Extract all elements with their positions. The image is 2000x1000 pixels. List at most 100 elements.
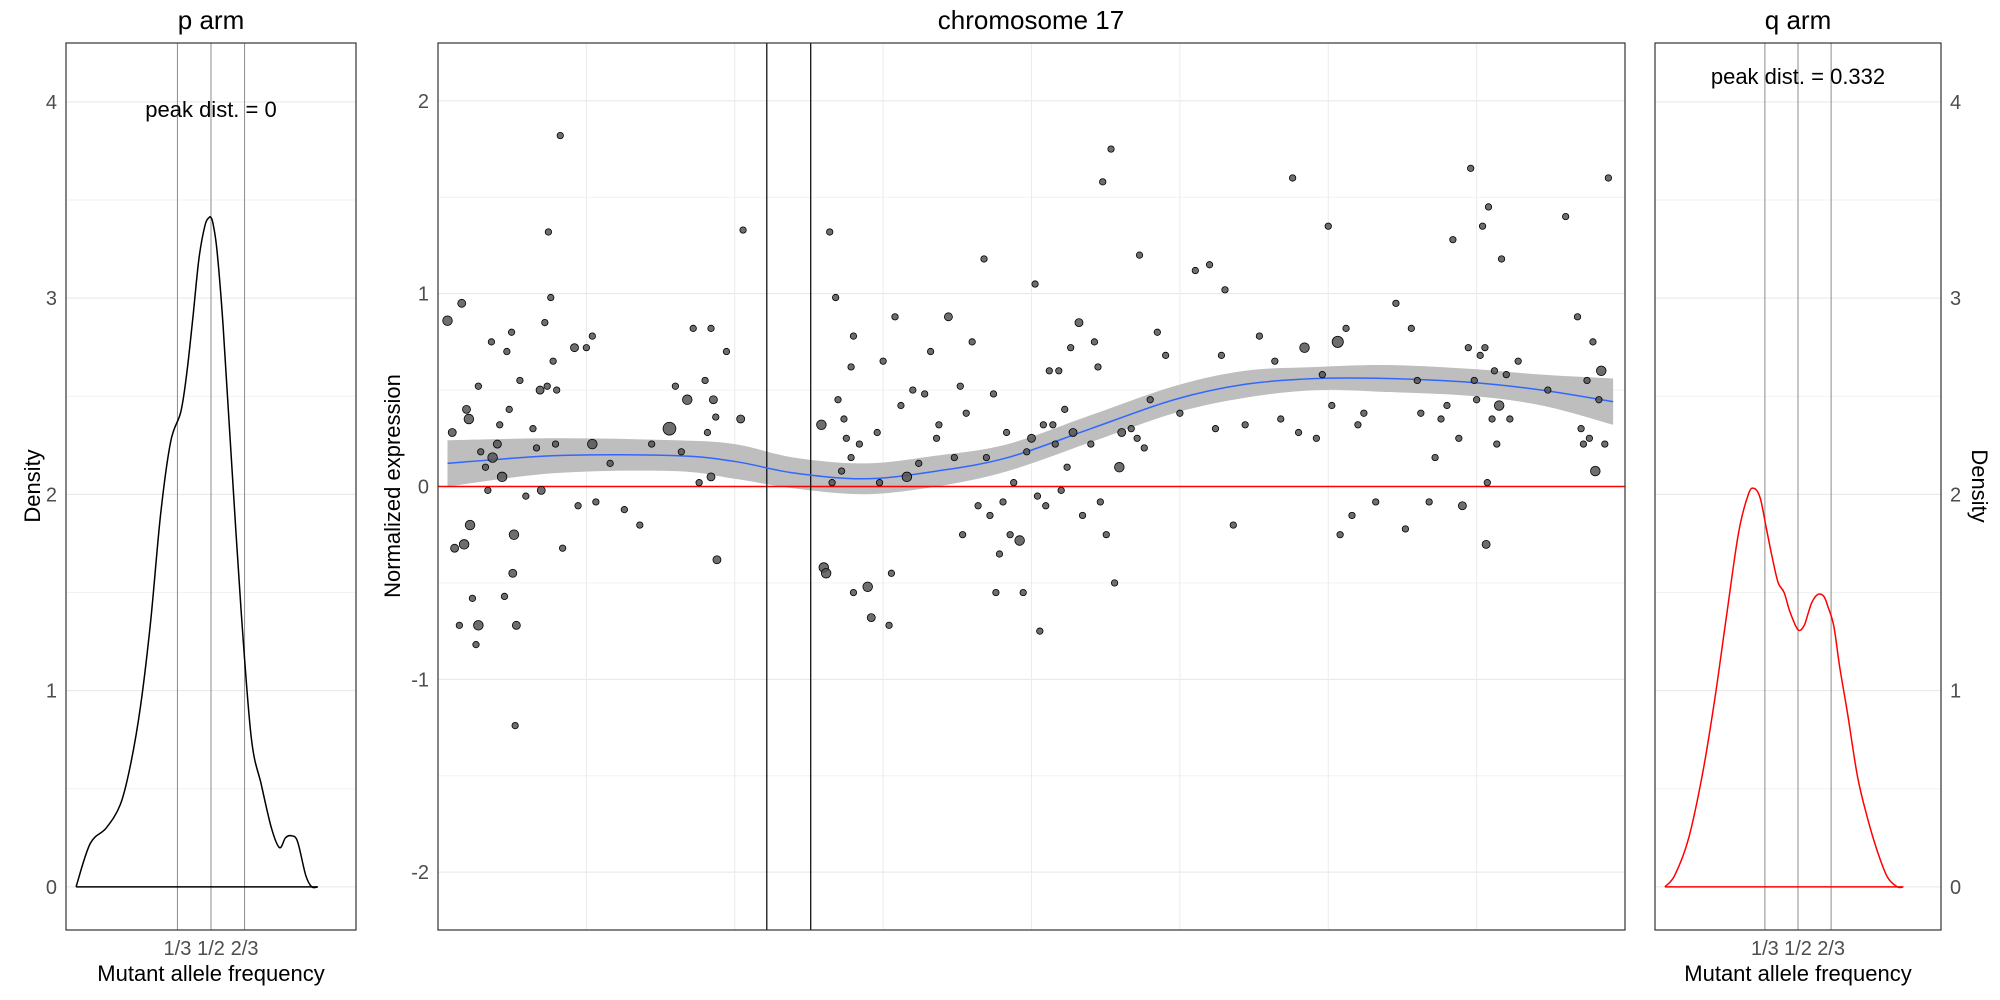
expression-point: [1289, 174, 1297, 182]
expression-point: [1074, 318, 1084, 327]
expression-point: [1241, 421, 1249, 429]
expression-point: [1162, 351, 1170, 359]
expression-point: [707, 324, 715, 332]
expression-point: [944, 312, 953, 322]
p-arm-density-curve: [75, 216, 318, 889]
p-arm-x-axis-label: Mutant allele frequency: [97, 961, 324, 986]
expression-point: [712, 413, 720, 421]
expression-point: [549, 357, 557, 365]
smooth-confidence-band: [447, 364, 1614, 495]
expression-point: [1467, 164, 1475, 172]
expression-point: [529, 425, 537, 433]
expression-point: [897, 401, 905, 410]
p-arm-x-tick-labels: 1/3 1/2 2/3: [164, 938, 259, 960]
expression-point: [547, 293, 555, 302]
expression-point: [1096, 498, 1104, 506]
expression-point: [695, 479, 703, 487]
expression-point: [662, 421, 677, 436]
expression-point: [606, 459, 614, 467]
expression-point: [636, 521, 644, 529]
expression-point: [995, 550, 1004, 558]
expression-point: [862, 581, 873, 592]
expression-point: [1483, 479, 1491, 487]
chromosome-panel: chromosome 17 -2 -1 0 1 2 Normalized express…: [380, 5, 1626, 931]
expression-point: [921, 390, 929, 398]
expression-point: [522, 492, 530, 500]
expression-point: [1221, 286, 1229, 294]
q-arm-title: q arm: [1765, 5, 1831, 35]
expression-point: [1061, 405, 1069, 413]
expression-point: [511, 620, 521, 630]
expression-point: [1470, 376, 1478, 385]
expression-point: [1299, 342, 1310, 353]
expression-point: [1146, 396, 1154, 404]
expression-point: [866, 613, 876, 623]
expression-point: [1437, 415, 1445, 423]
q-arm-y-tick-labels: 0 1 2 3 4: [1950, 92, 1961, 899]
expression-point: [492, 439, 502, 449]
expression-point: [582, 344, 590, 352]
expression-point: [1099, 178, 1107, 186]
expression-point: [487, 338, 496, 346]
expression-point: [1107, 145, 1115, 153]
expression-point: [901, 471, 913, 483]
expression-point: [1229, 521, 1237, 529]
q-arm-plot-border: [1654, 42, 1942, 931]
expression-point: [1464, 344, 1472, 352]
expression-point: [1478, 222, 1487, 230]
expression-point: [1114, 462, 1125, 473]
expression-point: [1407, 324, 1415, 332]
expression-point: [1135, 251, 1144, 259]
expression-point: [873, 428, 881, 437]
expression-point: [1544, 386, 1552, 394]
expression-point: [1506, 415, 1514, 423]
expression-point: [1078, 511, 1087, 520]
expression-point: [559, 544, 567, 552]
p-arm-fraction-lines: [76, 43, 318, 930]
expression-point: [875, 479, 884, 487]
q-arm-peak-annotation: peak dist. = 0.332: [1711, 64, 1885, 89]
expression-point: [671, 382, 680, 390]
expression-point: [455, 621, 463, 629]
expression-point: [1443, 401, 1451, 410]
expression-point: [1255, 332, 1264, 340]
expression-point: [1133, 434, 1141, 442]
expression-point: [689, 324, 697, 332]
expression-point: [956, 382, 964, 390]
expression-point: [536, 485, 546, 495]
expression-point: [962, 409, 970, 417]
expression-point: [1211, 425, 1220, 433]
expression-point: [1063, 463, 1071, 471]
expression-point: [1002, 428, 1011, 437]
expression-point: [820, 568, 832, 579]
q-arm-y-axis-label: Density: [1967, 449, 1992, 522]
expression-point: [458, 539, 470, 550]
expression-point: [1102, 531, 1110, 539]
expression-point: [648, 440, 656, 448]
expression-point: [1006, 531, 1014, 539]
chromosome-title: chromosome 17: [938, 5, 1124, 35]
expression-point: [1033, 492, 1042, 500]
expression-point: [503, 347, 511, 356]
expression-point: [508, 529, 520, 540]
expression-point: [1595, 396, 1603, 404]
expression-point: [1294, 428, 1303, 437]
expression-point: [553, 386, 561, 394]
expression-point: [1455, 434, 1463, 442]
expression-point: [834, 396, 842, 404]
expression-point: [1039, 421, 1047, 429]
q-arm-fraction-lines: [1664, 43, 1904, 930]
expression-point: [832, 293, 840, 302]
expression-point: [1312, 434, 1320, 442]
expression-point: [1042, 502, 1050, 510]
expression-point: [496, 471, 508, 483]
expression-point: [1027, 433, 1036, 443]
expression-point: [1055, 367, 1063, 375]
expression-point: [1067, 344, 1075, 352]
q-x-tick-label: 1/2: [1784, 938, 1812, 960]
expression-point: [701, 376, 709, 385]
expression-point: [1217, 351, 1226, 359]
expression-point: [1476, 351, 1484, 359]
expression-point: [1481, 539, 1491, 549]
